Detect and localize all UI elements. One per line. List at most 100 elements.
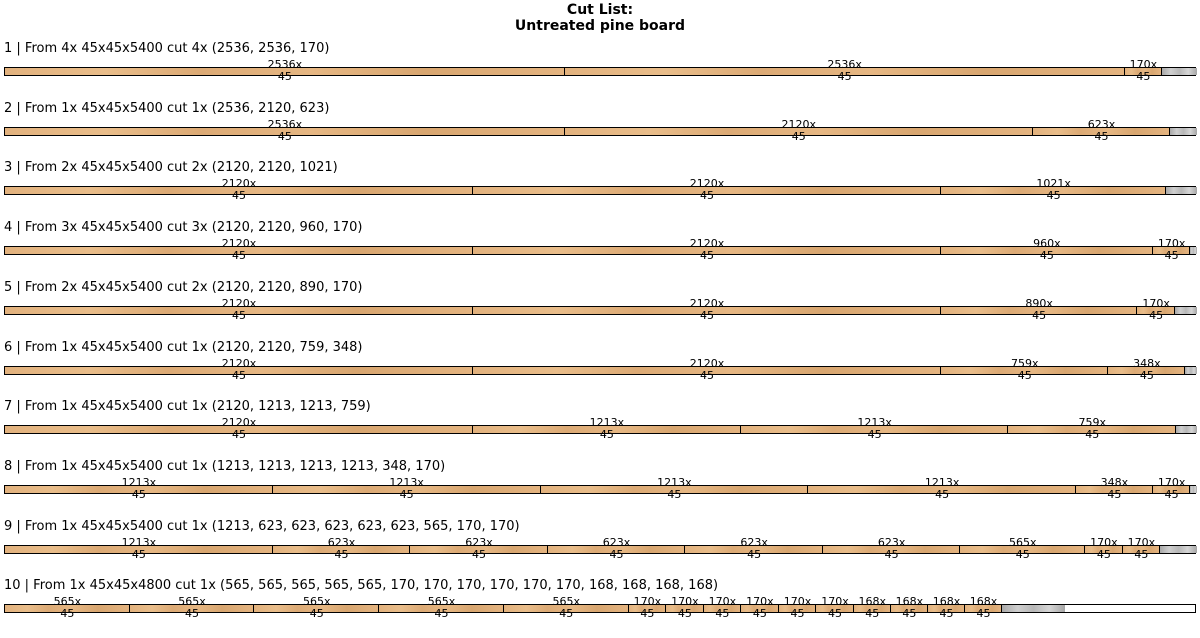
cut-length: 623x	[740, 535, 768, 549]
cut-piece	[5, 247, 473, 255]
cut-piece	[129, 605, 255, 613]
cut-row: 7 | From 1x 45x45x5400 cut 1x (2120, 121…	[0, 399, 1200, 459]
cut-row: 8 | From 1x 45x45x5400 cut 1x (1213, 121…	[0, 459, 1200, 519]
cut-piece	[5, 605, 130, 613]
cut-piece	[5, 545, 273, 553]
cut-row: 1 | From 4x 45x45x5400 cut 4x (2536, 253…	[0, 41, 1200, 101]
cut-length: 170x	[783, 595, 812, 609]
cut-piece-label: 759x 45	[1078, 417, 1106, 441]
cut-piece-label: 168x 45	[933, 596, 961, 620]
stock-board: 2120x 45 2120x 45 759x 45 348x 45	[4, 357, 1197, 381]
cut-width: 45	[677, 607, 692, 621]
cut-piece	[5, 366, 473, 374]
cut-width: 45	[699, 308, 714, 322]
cut-piece-label: 759x 45	[1011, 357, 1039, 382]
cut-piece-label: 168x 45	[896, 596, 924, 620]
offcut-waste	[1190, 247, 1197, 255]
cut-piece-label: 1213x 45	[389, 476, 424, 501]
cut-piece	[1122, 545, 1161, 553]
cut-length: 170x	[746, 595, 774, 609]
cut-length: 2120x	[689, 296, 725, 310]
cut-piece	[741, 605, 779, 613]
cut-length: 565x	[1008, 535, 1037, 549]
cut-width: 45	[1149, 308, 1164, 322]
offcut-waste	[1185, 366, 1197, 374]
cut-piece-label: 348x 45	[1133, 357, 1161, 382]
cut-piece-label: 623x 45	[877, 535, 906, 561]
cut-width: 45	[640, 607, 655, 621]
cut-length: 565x	[303, 595, 331, 609]
row-label: 7 | From 1x 45x45x5400 cut 1x (2120, 121…	[4, 399, 371, 415]
cut-width: 45	[559, 607, 574, 621]
cut-length: 623x	[877, 535, 906, 549]
cut-width: 45	[867, 428, 882, 442]
cut-piece	[272, 545, 411, 553]
offcut-waste	[1176, 426, 1197, 434]
cut-piece	[472, 306, 941, 314]
title-line-2: Untreated pine board	[514, 18, 686, 34]
cut-piece-label: 565x 45	[1008, 535, 1037, 561]
cut-piece	[927, 605, 965, 613]
offcut-waste	[1162, 68, 1197, 75]
cut-piece	[853, 605, 891, 613]
stock-board: 1213x 45 1213x 45 1213x 45 1213x 45 348x 45 170x 45	[4, 476, 1197, 500]
cut-piece	[940, 187, 1167, 195]
cut-width: 45	[827, 607, 842, 621]
cut-piece	[1124, 68, 1163, 75]
row-label: 1 | From 4x 45x45x5400 cut 4x (2536, 253…	[4, 41, 330, 56]
cut-piece-label: 623x 45	[328, 536, 356, 561]
cut-piece-label: 1213x 45	[857, 417, 892, 441]
cut-piece-label: 2120x 45	[690, 178, 725, 202]
cut-width: 45	[884, 547, 899, 561]
cut-length: 170x	[1127, 535, 1156, 549]
cut-length: 2120x	[781, 117, 817, 131]
offcut-waste	[1174, 306, 1197, 314]
cut-width: 45	[715, 607, 730, 621]
title-line-1: Cut List:	[566, 2, 634, 18]
cut-piece	[379, 605, 504, 613]
cut-width: 45	[434, 607, 449, 621]
cut-width: 45	[185, 607, 200, 621]
cut-list-title: Cut List: Untreated pine board	[0, 2, 1200, 34]
cut-width: 45	[791, 129, 806, 143]
cut-length: 170x	[821, 595, 849, 609]
cut-width: 45	[599, 428, 614, 442]
cut-width: 45	[231, 189, 246, 203]
cut-row: 2 | From 1x 45x45x5400 cut 1x (2536, 212…	[0, 101, 1200, 161]
cut-piece	[1008, 426, 1177, 434]
cut-piece-label: 2120x 45	[690, 238, 725, 262]
cut-piece-label: 565x 45	[552, 596, 580, 620]
cut-length: 2120x	[689, 177, 725, 191]
cut-piece-label: 2120x 45	[781, 117, 817, 143]
cut-piece	[703, 605, 742, 613]
cut-width: 45	[1017, 368, 1032, 382]
stock-board: 2120x 45 2120x 45 890x 45 170x 45	[4, 297, 1197, 321]
cut-piece	[1108, 366, 1186, 374]
row-label: 5 | From 2x 45x45x5400 cut 2x (2120, 212…	[4, 279, 363, 295]
row-label: 4 | From 3x 45x45x5400 cut 3x (2120, 212…	[4, 220, 363, 236]
cut-piece-label: 170x 45	[1090, 536, 1118, 561]
cut-width: 45	[399, 487, 414, 501]
cut-length: 1213x	[121, 475, 157, 489]
cut-piece	[816, 605, 854, 613]
cut-width: 45	[1032, 308, 1047, 322]
cut-width: 45	[1134, 547, 1149, 561]
offcut-waste	[1002, 605, 1065, 613]
cut-width: 45	[472, 547, 487, 561]
cut-length: 623x	[1087, 117, 1116, 131]
cut-length: 2120x	[221, 177, 257, 191]
cut-piece-label: 1213x 45	[590, 417, 625, 441]
cut-length: 565x	[53, 595, 82, 609]
offcut-waste	[1170, 127, 1197, 135]
cut-width: 45	[976, 607, 991, 621]
offcut-waste	[1160, 545, 1197, 553]
row-label: 10 | From 1x 45x45x4800 cut 1x (565, 565…	[4, 578, 719, 594]
cut-width: 45	[277, 70, 292, 83]
cut-piece	[503, 605, 629, 613]
row-label: 9 | From 1x 45x45x5400 cut 1x (1213, 623…	[4, 518, 520, 534]
stock-board: 565x 45 565x 45 565x 45 565x 45 565x 45 170x 45 170x…	[4, 596, 1196, 620]
cut-piece-label: 168x 45	[970, 596, 998, 620]
cut-piece	[472, 187, 941, 195]
cut-piece-label: 623x 45	[603, 536, 631, 561]
cut-piece-label: 170x 45	[821, 596, 849, 620]
